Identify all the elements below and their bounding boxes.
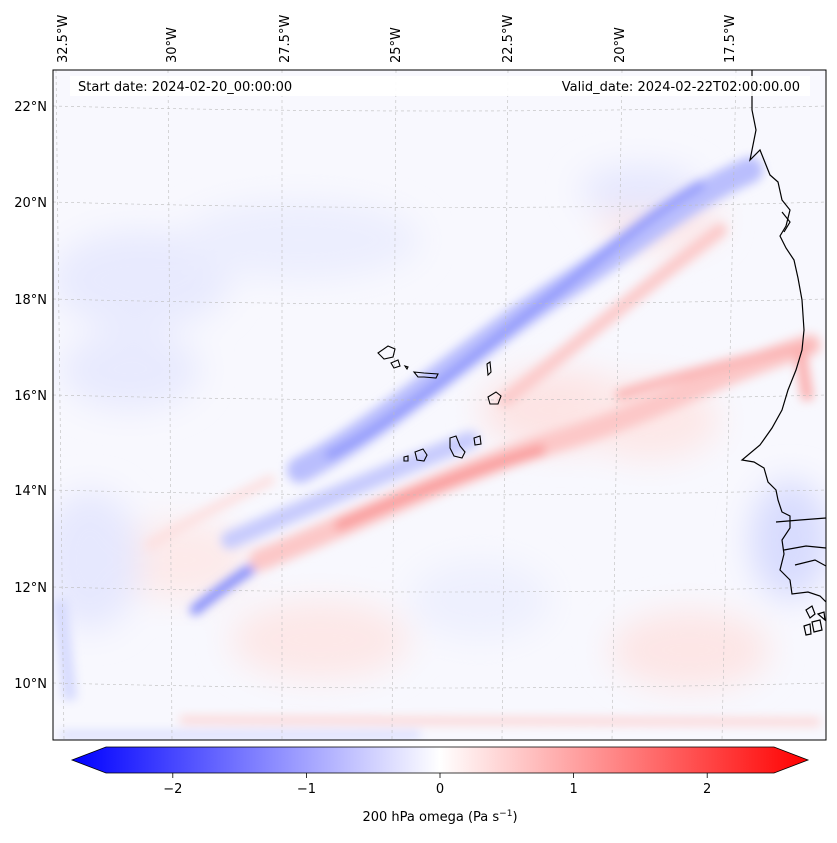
- meridian-line: [167, 70, 173, 740]
- colorbar-tick-label: −1: [297, 782, 316, 797]
- sao-vicente-island: [390, 359, 401, 369]
- lon-label: 30°W: [165, 27, 180, 63]
- coastline-inlet: [775, 517, 826, 523]
- colorbar-label: 200 hPa omega (Pa s−1): [362, 809, 517, 825]
- latitude-labels: 22°N 20°N 18°N 16°N 14°N 12°N 10°N: [14, 100, 47, 692]
- parallel-line: [53, 298, 826, 305]
- lat-label: 18°N: [14, 293, 47, 308]
- colorbar-tick-label: 1: [569, 782, 577, 797]
- bijagos-island: [803, 623, 812, 636]
- coastline-inlet: [794, 559, 826, 567]
- descent-ridge: [615, 340, 815, 400]
- descent-ridge: [179, 716, 821, 726]
- lat-label: 14°N: [14, 484, 47, 499]
- sal-island: [486, 361, 492, 377]
- map-frame: [52, 69, 827, 741]
- coastline-inlet: [781, 211, 791, 233]
- lat-label: 22°N: [14, 100, 47, 115]
- map-plot-area: Start date: 2024-02-20_00:00:00 Valid_da…: [52, 69, 827, 741]
- omega-ridges: [53, 157, 821, 739]
- descent-patch: [110, 520, 250, 600]
- ascent-ridge: [221, 431, 479, 549]
- parallel-line: [53, 201, 826, 208]
- lat-label: 20°N: [14, 196, 47, 211]
- parallel-line: [53, 105, 826, 112]
- longitude-labels: 32.5°W 30°W 27.5°W 25°W 22.5°W 20°W 17.5…: [56, 15, 738, 63]
- date-annotation-box: [70, 76, 810, 96]
- descent-patch: [610, 610, 770, 690]
- santo-antao-island: [377, 345, 396, 360]
- meridian-line: [501, 70, 509, 740]
- brava-island: [403, 455, 409, 462]
- meridian-line: [391, 70, 397, 740]
- descent-ridge: [334, 444, 546, 531]
- colorbar-tick-label: −2: [163, 782, 182, 797]
- graticule: [53, 70, 826, 740]
- ascent-patch: [750, 480, 826, 600]
- lon-label: 32.5°W: [56, 15, 71, 63]
- lon-label: 17.5°W: [723, 15, 738, 63]
- cape-verde-islands: [377, 345, 502, 462]
- meridian-line: [721, 70, 737, 740]
- fogo-island: [414, 448, 428, 462]
- boa-vista-island: [487, 391, 502, 405]
- omega-field: [53, 70, 826, 740]
- descent-ridge: [145, 475, 275, 550]
- colorbar: −2 −1 0 1 2 200 hPa omega (Pa s−1): [70, 746, 810, 825]
- ascent-ridge: [53, 599, 77, 701]
- lat-label: 12°N: [14, 581, 47, 596]
- coastlines: [740, 70, 826, 636]
- lon-label: 25°W: [389, 27, 404, 63]
- coastline-inlet: [783, 545, 826, 551]
- ascent-patch: [53, 490, 140, 630]
- lon-label: 27.5°W: [278, 15, 293, 63]
- ascent-patch: [180, 200, 420, 280]
- bijagos-island: [816, 611, 826, 622]
- ascent-ridge: [325, 180, 705, 460]
- colorbar-tick-label: 2: [703, 782, 711, 797]
- meridian-line: [55, 70, 65, 740]
- parallel-line: [53, 586, 826, 593]
- colorbar-ticks: −2 −1 0 1 2: [163, 773, 711, 797]
- africa-coastline: [740, 70, 826, 603]
- lat-label: 16°N: [14, 389, 47, 404]
- colorbar-bar: [70, 746, 810, 774]
- santiago-island: [449, 435, 466, 459]
- parallel-line: [53, 489, 826, 496]
- ascent-patch: [410, 560, 550, 640]
- meridian-line: [611, 70, 623, 740]
- maio-island: [473, 435, 482, 446]
- descent-ridge: [498, 223, 727, 407]
- parallel-line: [53, 682, 826, 689]
- descent-ridge: [794, 349, 814, 401]
- ascent-patch: [60, 330, 200, 410]
- lon-label: 22.5°W: [501, 15, 516, 63]
- parallel-line: [53, 394, 826, 401]
- descent-patch: [230, 600, 410, 680]
- ascent-patch: [53, 230, 230, 330]
- bijagos-island: [811, 619, 823, 633]
- colorbar-tick-label: 0: [436, 782, 444, 797]
- sao-nicolau-island: [412, 371, 439, 379]
- lon-label: 20°W: [613, 27, 628, 63]
- valid-date-label: Valid_date: 2024-02-22T02:00:00.00: [562, 80, 800, 95]
- lat-label: 10°N: [14, 677, 47, 692]
- bijagos-island: [805, 605, 816, 619]
- start-date-label: Start date: 2024-02-20_00:00:00: [78, 80, 292, 95]
- santa-luzia-island: [403, 364, 409, 371]
